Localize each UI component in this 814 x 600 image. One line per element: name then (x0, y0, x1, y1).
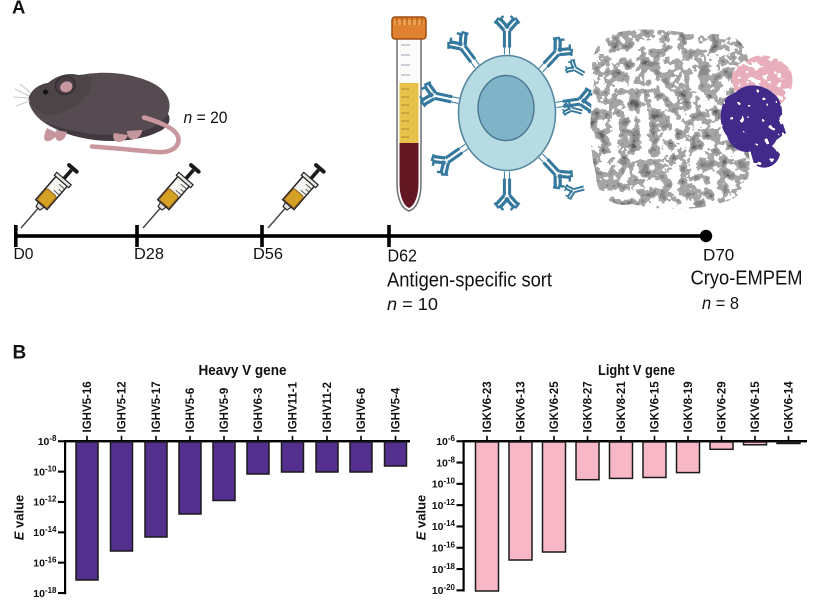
svg-text:IGHV11-1: IGHV11-1 (288, 381, 300, 432)
svg-text:IGKV8-19: IGKV8-19 (683, 381, 695, 432)
svg-text:IGHV11-2: IGHV11-2 (322, 382, 334, 433)
svg-text:A: A (12, 0, 25, 17)
svg-text:Heavy V gene: Heavy V gene (199, 363, 287, 379)
svg-text:Antigen-specific sort: Antigen-specific sort (387, 269, 552, 292)
svg-text:D28: D28 (134, 246, 164, 263)
svg-text:n = 8: n = 8 (702, 293, 739, 313)
svg-text:IGHV5-4: IGHV5-4 (391, 387, 403, 432)
svg-text:IGKV8-27: IGKV8-27 (583, 381, 595, 432)
svg-text:D56: D56 (253, 246, 283, 263)
svg-text:B: B (13, 343, 27, 364)
svg-text:IGKV6-23: IGKV6-23 (482, 381, 494, 432)
svg-text:D0: D0 (14, 246, 34, 263)
svg-text:E value: E value (414, 495, 429, 541)
svg-text:IGKV6-14: IGKV6-14 (784, 381, 796, 433)
svg-text:IGKV6-13: IGKV6-13 (516, 381, 528, 432)
svg-text:n = 20: n = 20 (184, 108, 228, 127)
svg-text:E value: E value (12, 495, 27, 541)
svg-text:n = 10: n = 10 (387, 294, 438, 314)
svg-text:IGHV5-6: IGHV5-6 (185, 388, 197, 433)
svg-text:IGKV6-29: IGKV6-29 (717, 381, 729, 432)
svg-text:IGKV6-25: IGKV6-25 (549, 381, 561, 433)
svg-text:IGHV5-12: IGHV5-12 (117, 381, 129, 432)
svg-text:Light V gene: Light V gene (598, 363, 675, 379)
svg-text:IGKV8-21: IGKV8-21 (616, 381, 628, 433)
svg-text:IGHV6-3: IGHV6-3 (253, 388, 265, 433)
svg-text:IGHV6-6: IGHV6-6 (356, 388, 368, 433)
svg-text:IGKV6-15: IGKV6-15 (750, 381, 762, 433)
svg-text:IGKV6-15: IGKV6-15 (650, 381, 662, 433)
svg-text:IGHV5-9: IGHV5-9 (219, 388, 231, 433)
svg-text:Cryo-EMPEM: Cryo-EMPEM (691, 268, 803, 290)
svg-text:IGHV5-17: IGHV5-17 (151, 381, 163, 432)
svg-text:D62: D62 (388, 246, 418, 266)
svg-text:D70: D70 (703, 246, 734, 265)
svg-text:IGHV5-16: IGHV5-16 (82, 381, 94, 432)
